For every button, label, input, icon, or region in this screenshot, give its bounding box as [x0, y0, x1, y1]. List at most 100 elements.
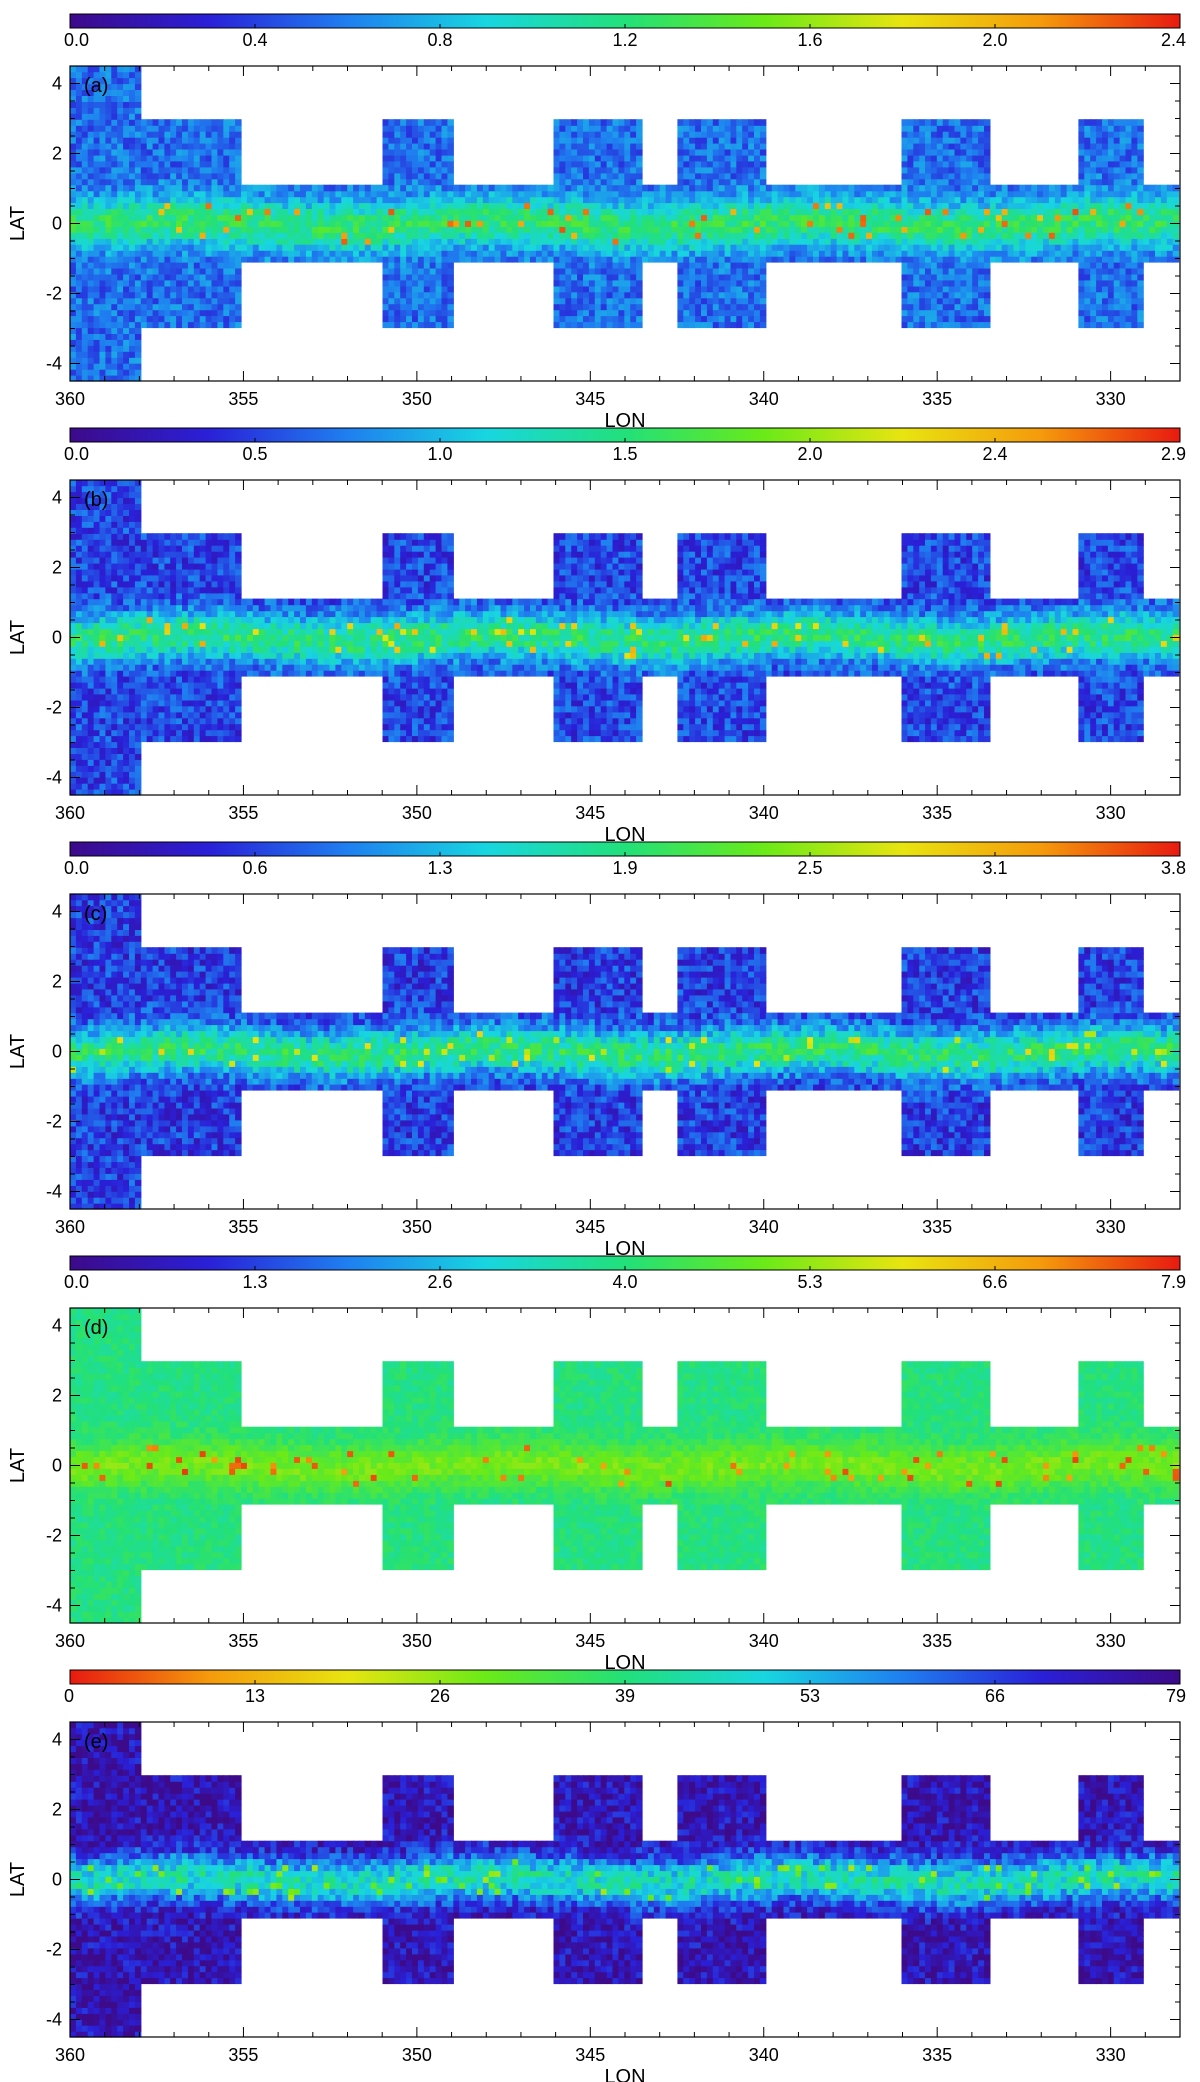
heatmap-cell	[129, 90, 136, 97]
heatmap-cell	[117, 119, 124, 126]
heatmap-cell	[82, 131, 89, 138]
heatmap-cell	[695, 143, 702, 150]
heatmap-cell	[784, 256, 791, 263]
heatmap-cell	[925, 209, 932, 216]
heatmap-cell	[896, 209, 903, 216]
heatmap-cell	[1084, 131, 1091, 138]
heatmap-cell	[135, 232, 142, 239]
heatmap-cell	[672, 244, 679, 251]
heatmap-cell	[677, 226, 684, 233]
heatmap-cell	[843, 244, 850, 251]
heatmap-cell	[141, 167, 148, 174]
heatmap-cell	[1090, 161, 1097, 168]
heatmap-cell	[784, 226, 791, 233]
heatmap-cell	[182, 280, 189, 287]
heatmap-cell	[235, 220, 242, 227]
heatmap-cell	[695, 268, 702, 275]
heatmap-cell	[100, 149, 107, 156]
heatmap-cell	[748, 232, 755, 239]
heatmap-cell	[848, 191, 855, 198]
heatmap-cell	[1084, 143, 1091, 150]
heatmap-cell	[459, 197, 466, 204]
heatmap-cell	[153, 262, 160, 269]
heatmap-cell	[518, 226, 525, 233]
heatmap-cell	[418, 256, 425, 263]
heatmap-cell	[1073, 232, 1080, 239]
heatmap-cell	[683, 298, 690, 305]
heatmap-cell	[1014, 256, 1021, 263]
heatmap-cell	[984, 119, 991, 126]
heatmap-cell	[1019, 238, 1026, 245]
heatmap-cell	[495, 250, 502, 257]
heatmap-cell	[212, 179, 219, 186]
heatmap-cell	[442, 298, 449, 305]
heatmap-cell	[229, 173, 236, 180]
heatmap-cell	[141, 197, 148, 204]
heatmap-cell	[1049, 203, 1056, 210]
heatmap-cell	[377, 220, 384, 227]
heatmap-cell	[182, 149, 189, 156]
heatmap-cell	[719, 161, 726, 168]
heatmap-cell	[583, 220, 590, 227]
heatmap-cell	[100, 197, 107, 204]
heatmap-cell	[583, 244, 590, 251]
heatmap-cell	[141, 220, 148, 227]
heatmap-cell	[400, 262, 407, 269]
heatmap-cell	[477, 214, 484, 221]
heatmap-cell	[1055, 197, 1062, 204]
heatmap-cell	[406, 226, 413, 233]
heatmap-cell	[736, 292, 743, 299]
heatmap-cell	[335, 191, 342, 198]
heatmap-cell	[966, 298, 973, 305]
heatmap-cell	[571, 280, 578, 287]
heatmap-cell	[406, 161, 413, 168]
heatmap-cell	[94, 298, 101, 305]
heatmap-cell	[919, 191, 926, 198]
heatmap-cell	[1037, 250, 1044, 257]
heatmap-cell	[595, 220, 602, 227]
heatmap-cell	[1049, 185, 1056, 192]
heatmap-cell	[719, 137, 726, 144]
heatmap-cell	[955, 268, 962, 275]
heatmap-cell	[554, 185, 561, 192]
heatmap-cell	[453, 191, 460, 198]
heatmap-cell	[907, 119, 914, 126]
heatmap-cell	[577, 125, 584, 132]
heatmap-cell	[271, 214, 278, 221]
heatmap-cell	[371, 238, 378, 245]
heatmap-cell	[795, 197, 802, 204]
heatmap-cell	[229, 232, 236, 239]
heatmap-cell	[383, 292, 390, 299]
heatmap-cell	[677, 191, 684, 198]
heatmap-cell	[559, 304, 566, 311]
heatmap-cell	[624, 274, 631, 281]
heatmap-cell	[164, 286, 171, 293]
heatmap-cell	[512, 203, 519, 210]
heatmap-cell	[996, 197, 1003, 204]
y-axis-label: LAT	[7, 206, 29, 241]
heatmap-cell	[406, 131, 413, 138]
heatmap-cell	[795, 220, 802, 227]
heatmap-cell	[984, 262, 991, 269]
heatmap-cell	[866, 209, 873, 216]
heatmap-cell	[94, 286, 101, 293]
heatmap-cell	[235, 310, 242, 317]
heatmap-cell	[388, 226, 395, 233]
heatmap-cell	[731, 256, 738, 263]
heatmap-cell	[848, 214, 855, 221]
heatmap-cell	[736, 238, 743, 245]
heatmap-cell	[265, 197, 272, 204]
heatmap-cell	[135, 185, 142, 192]
heatmap-cell	[955, 274, 962, 281]
heatmap-cell	[542, 214, 549, 221]
heatmap-cell	[465, 256, 472, 263]
heatmap-cell	[1114, 161, 1121, 168]
heatmap-cell	[701, 322, 708, 329]
heatmap-cell	[589, 191, 596, 198]
heatmap-cell	[683, 149, 690, 156]
heatmap-cell	[559, 292, 566, 299]
heatmap-cell	[483, 214, 490, 221]
heatmap-cell	[972, 268, 979, 275]
heatmap-cell	[577, 310, 584, 317]
heatmap-cell	[1167, 238, 1174, 245]
